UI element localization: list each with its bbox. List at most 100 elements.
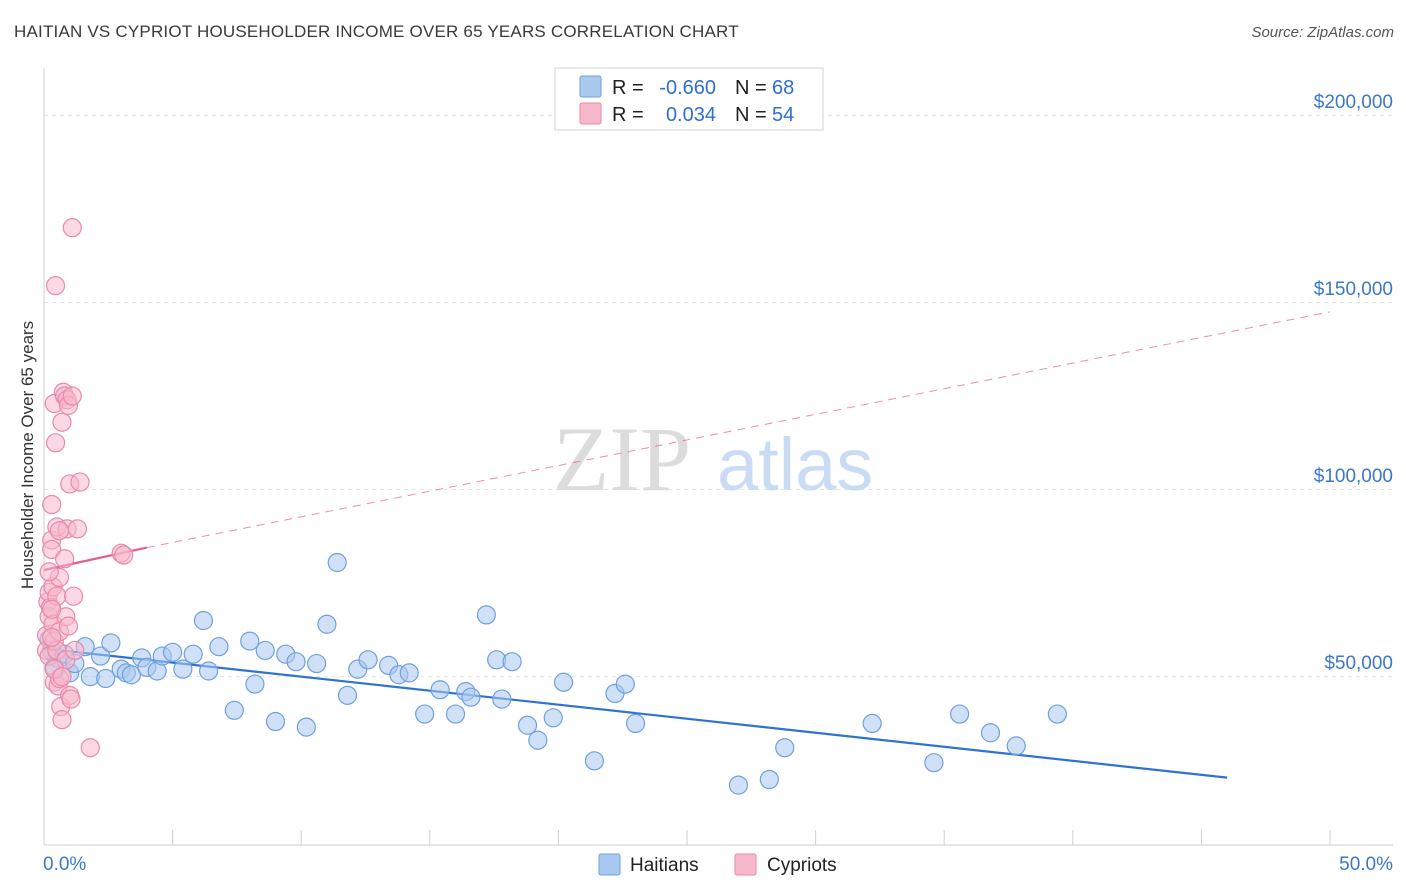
point-haitians-9	[96, 668, 116, 689]
point-haitians-27	[255, 640, 275, 661]
trend-line-haitians	[43, 647, 1228, 779]
point-cypriots-26	[52, 710, 72, 730]
point-haitians-20	[183, 644, 203, 664]
point-cypriots-39	[62, 386, 82, 406]
point-haitians-49	[502, 652, 522, 672]
point-haitians-43	[445, 704, 466, 724]
point-cypriots-29	[54, 549, 75, 569]
point-haitians-10	[101, 633, 121, 653]
point-haitians-32	[307, 653, 327, 674]
y-axis-label: Householder Income Over 65 years	[18, 321, 37, 589]
point-haitians-66	[1047, 704, 1067, 724]
point-haitians-48	[492, 689, 512, 709]
bottom-legend-swatch-haitians	[598, 853, 621, 876]
point-haitians-60	[775, 738, 795, 758]
x-tick-label-max: 50.0%	[1339, 854, 1393, 875]
top-legend: R = -0.660 N = 68 R = 0.034 N = 54	[554, 67, 824, 131]
point-haitians-53	[553, 672, 574, 692]
bottom-legend-label-haitians: Haitians	[630, 855, 699, 876]
point-haitians-13	[121, 665, 142, 685]
point-cypriots-7	[42, 494, 62, 515]
point-haitians-41	[415, 704, 435, 724]
point-haitians-37	[358, 650, 378, 670]
point-cypriots-49	[42, 599, 62, 619]
point-haitians-42	[430, 680, 450, 700]
bottom-legend-swatch-cypriots	[734, 853, 757, 876]
y-tick-labels: $50,000 $100,000 $150,000 $200,000	[1314, 92, 1393, 674]
point-haitians-34	[327, 552, 347, 573]
point-haitians-62	[924, 753, 944, 773]
point-haitians-22	[199, 661, 219, 681]
point-cypriots-48	[39, 562, 59, 582]
point-haitians-51	[528, 730, 548, 750]
point-cypriots-9	[42, 539, 62, 560]
point-haitians-31	[296, 717, 316, 737]
point-haitians-61	[862, 713, 882, 734]
point-cypriots-47	[114, 545, 134, 565]
point-cypriots-44	[70, 472, 90, 492]
point-cypriots-25	[52, 412, 72, 432]
point-haitians-65	[1006, 736, 1026, 756]
y-tick-label-200000: $200,000	[1314, 92, 1393, 113]
point-cypriots-43	[67, 519, 88, 539]
watermark: ZIP atlas	[553, 408, 873, 510]
point-haitians-57	[625, 713, 646, 734]
point-haitians-40	[399, 663, 419, 683]
x-tick-marks	[43, 830, 1331, 845]
point-haitians-46	[476, 605, 496, 625]
point-haitians-35	[337, 685, 358, 705]
point-haitians-52	[543, 708, 563, 728]
point-haitians-59	[759, 769, 779, 790]
point-cypriots-38	[61, 689, 81, 709]
point-haitians-18	[163, 642, 183, 662]
point-haitians-56	[615, 674, 635, 694]
point-haitians-28	[265, 711, 286, 732]
legend-swatch-cypriots	[579, 102, 602, 125]
point-haitians-30	[286, 652, 306, 672]
point-cypriots-45	[80, 738, 100, 758]
legend-r-value-haitians: -0.660	[659, 77, 716, 99]
legend-swatch-haitians	[579, 75, 602, 98]
point-haitians-58	[728, 775, 749, 795]
x-tick-label-min: 0.0%	[43, 854, 86, 875]
chart-title: HAITIAN VS CYPRIOT HOUSEHOLDER INCOME OV…	[14, 22, 739, 41]
legend-n-value-haitians: 68	[772, 77, 794, 99]
point-haitians-24	[224, 700, 244, 720]
point-haitians-25	[240, 631, 260, 651]
legend-r-label-cypriots: R =	[612, 104, 644, 126]
point-cypriots-15	[45, 433, 66, 453]
point-haitians-54	[584, 751, 605, 771]
bottom-legend-label-cypriots: Cypriots	[767, 855, 837, 876]
point-haitians-64	[980, 723, 1001, 743]
legend-r-label-haitians: R =	[612, 77, 644, 99]
source-label: Source: ZipAtlas.com	[1251, 24, 1394, 41]
legend-n-value-cypriots: 54	[772, 104, 794, 126]
point-haitians-19	[173, 659, 193, 679]
y-tick-label-50000: $50,000	[1324, 653, 1393, 674]
point-haitians-26	[245, 674, 265, 694]
point-cypriots-53	[42, 627, 62, 647]
legend-r-value-cypriots: 0.034	[666, 104, 716, 126]
point-cypriots-35	[58, 616, 79, 636]
point-haitians-23	[209, 637, 229, 657]
point-haitians-50	[517, 715, 538, 735]
legend-n-label-cypriots: N =	[735, 104, 767, 126]
point-cypriots-41	[63, 586, 84, 606]
point-cypriots-16	[45, 276, 66, 296]
trend-line-extension-cypriots	[146, 311, 1331, 549]
point-haitians-33	[317, 614, 337, 634]
bottom-legend: Haitians Cypriots	[598, 853, 837, 876]
point-cypriots-51	[49, 521, 70, 541]
point-haitians-21	[193, 610, 214, 631]
point-cypriots-52	[52, 667, 72, 687]
data-points	[36, 218, 1067, 795]
grid-lines	[44, 114, 1393, 678]
y-tick-label-150000: $150,000	[1314, 279, 1393, 300]
point-cypriots-42	[65, 640, 85, 661]
y-tick-label-100000: $100,000	[1314, 466, 1393, 487]
watermark-atlas: atlas	[717, 423, 873, 506]
point-haitians-45	[461, 687, 481, 707]
axes	[43, 68, 1393, 846]
watermark-zip: ZIP	[553, 408, 691, 510]
